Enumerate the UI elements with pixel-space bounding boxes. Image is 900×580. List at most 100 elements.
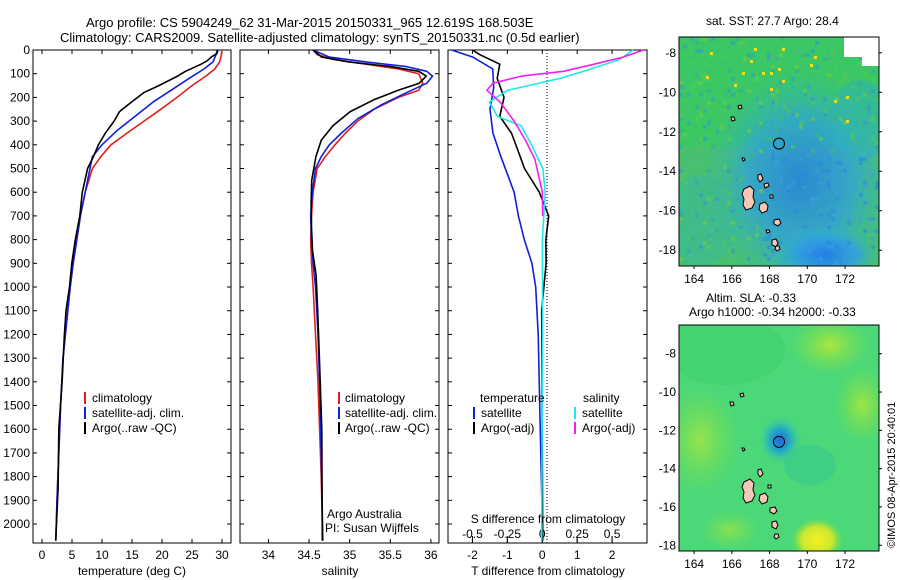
island-small-1 [741,447,746,452]
sst-pixel [703,125,707,129]
sst-pixel [771,253,775,257]
sst-pixel [831,213,835,217]
sst-pixel [775,101,779,105]
sst-pixel [775,45,779,49]
sst-pixel [863,73,867,77]
sst-pixel [735,81,739,85]
sst-pixel [791,85,795,89]
sst-pixel [835,261,839,265]
sst-pixel [679,209,683,213]
sst-pixel [775,89,779,93]
sst-pixel [859,253,863,257]
sst-pixel [859,173,863,177]
x-tick-label: -2 [467,548,478,562]
sst-pixel [711,37,715,41]
sst-pixel [715,197,719,201]
sst-pixel [747,53,751,57]
sst-pixel [707,189,711,193]
sst-pixel [795,209,799,213]
x-tick-label: 5 [69,548,76,562]
no-data-patch [844,37,879,57]
sst-pixel [775,37,779,41]
sst-pixel [703,61,707,65]
sst-pixel [727,69,731,73]
sst-pixel [863,185,867,189]
x-tick-label: 34 [262,548,276,562]
sst-pixel [811,49,815,53]
sst-pixel [875,97,879,101]
difference-legend: temperature salinity satellite Argo(-adj… [473,391,635,435]
temperature-axes [32,49,232,544]
sst-pixel [779,37,783,41]
temperature-xlabel: temperature (deg C) [78,564,186,578]
sst-pixel [783,105,787,109]
sst-pixel [807,153,811,157]
sst-pixel [727,89,731,93]
sst-pixel [707,121,711,125]
sst-pixel [767,57,771,61]
sst-pixel [679,117,683,121]
salinity-series [309,49,434,541]
sst-pixel [723,189,727,193]
sst-pixel [715,181,719,185]
lat-tick-label: -18 [659,538,677,552]
sst-pixel [811,253,815,257]
island-small-1 [741,157,746,162]
legend-label-argo: Argo(..raw -QC) [92,421,177,435]
sst-pixel [771,221,775,225]
sst-warm-pixel [778,68,781,71]
argo-position-marker [773,435,785,448]
sst-pixel [707,101,711,105]
sst-pixel [779,177,783,181]
sst-warm-pixel [706,76,709,79]
sst-warm-pixel [834,100,837,103]
sst-pixel [819,213,823,217]
sst-pixel [755,37,759,41]
sst-pixel [815,41,819,45]
sst-pixel [691,37,695,41]
sst-pixel [863,201,867,205]
org-label: Argo Australia [327,507,402,521]
sst-pixel [807,85,811,89]
island-ambae [763,182,770,189]
lat-tick-label: -16 [659,204,677,218]
sst-pixel [835,245,839,249]
sst-pixel [759,221,763,225]
sst-pixel [695,105,699,109]
depth-tick-label: 900 [10,256,30,270]
sst-pixel [763,121,767,125]
sst-pixel [803,93,807,97]
sst-pixel [799,121,803,125]
lat-tick-label: -8 [665,347,676,361]
sst-pixel [767,53,771,57]
island-small-2 [769,194,774,199]
sst-warm-pixel [782,80,785,83]
sla-field [679,325,879,551]
island-group [730,104,782,252]
sst-pixel [679,217,683,221]
sst-pixel [871,77,875,81]
depth-tick-label: 800 [10,233,30,247]
lat-tick-label: -10 [659,85,677,99]
sst-pixel [727,177,731,181]
series-line-argo-raw-qc- [310,49,428,541]
sst-pixel [823,149,827,153]
island-torres [730,116,736,122]
sst-pixel [779,241,783,245]
sst-pixel [811,201,815,205]
sst-pixel [827,57,831,61]
sst-pixel [775,129,779,133]
sst-pixel [835,113,839,117]
sst-pixel [703,73,707,77]
lat-tick-label: -8 [665,46,676,60]
sst-pixel [859,57,863,61]
sst-pixel [699,81,703,85]
sst-pixel [779,217,783,221]
sst-pixel [875,205,879,209]
sst-warm-pixel [814,56,817,59]
sst-pixel [763,253,767,257]
sst-pixel [759,149,763,153]
sst-pixel [819,137,823,141]
depth-tick-label: 1000 [3,280,30,294]
sst-pixel [735,37,739,41]
